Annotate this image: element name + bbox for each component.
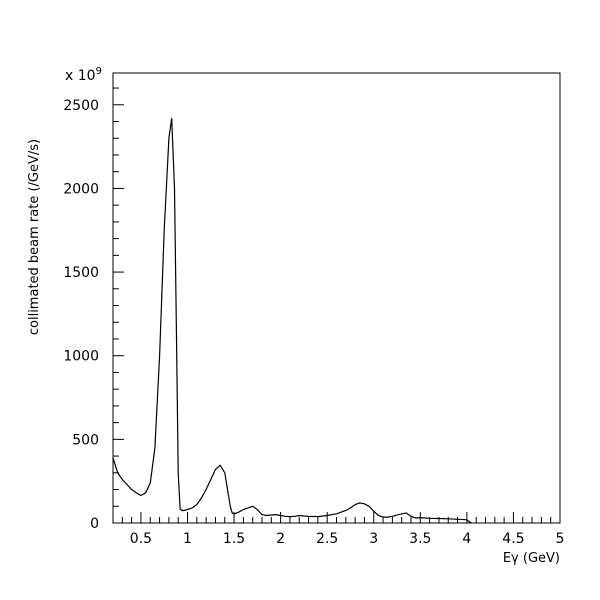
y-tick-label: 1500 xyxy=(63,265,99,281)
x-tick-label: 0.5 xyxy=(130,531,152,547)
y-tick-label: 1000 xyxy=(63,349,99,365)
series-line xyxy=(112,118,472,524)
x-tick-label: 4.5 xyxy=(502,531,524,547)
y-axis-label: collimated beam rate (/GeV/s) xyxy=(27,139,42,335)
x-tick-label: 2 xyxy=(276,531,285,547)
y-axis-tick-labels: 0 500 1000 1500 2000 2500 xyxy=(63,98,99,532)
y-axis-ticks xyxy=(113,87,124,524)
y-tick-label: 500 xyxy=(72,432,99,448)
plot-frame xyxy=(112,72,561,524)
x-tick-label: 3.5 xyxy=(409,531,431,547)
x-axis-tick-labels: 0.5 1 1.5 2 2.5 3 3.5 4 4.5 5 xyxy=(130,531,565,547)
y-tick-label: 0 xyxy=(90,516,99,532)
x-tick-label: 1 xyxy=(183,531,192,547)
x-axis-label: Eγ (GeV) xyxy=(503,551,560,566)
x-tick-label: 5 xyxy=(556,531,565,547)
x-tick-label: 1.5 xyxy=(223,531,245,547)
y-tick-label: 2000 xyxy=(63,181,99,197)
x-tick-label: 4 xyxy=(462,531,471,547)
y-multiplier: x 109 xyxy=(65,66,102,84)
x-tick-label: 3 xyxy=(369,531,378,547)
x-tick-label: 2.5 xyxy=(316,531,338,547)
y-tick-label: 2500 xyxy=(63,98,99,114)
